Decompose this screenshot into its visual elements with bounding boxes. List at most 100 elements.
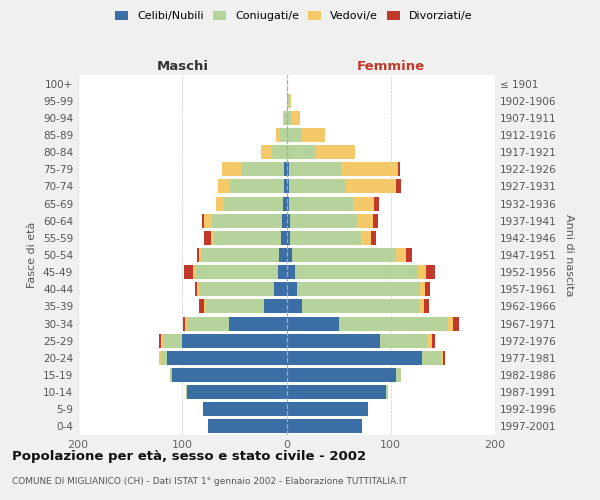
Bar [302,300,419,314]
Bar [224,196,283,210]
Bar [287,420,362,434]
Bar [341,162,398,176]
Bar [206,300,263,314]
Bar [161,334,163,347]
Bar [203,402,287,416]
Text: Popolazione per età, sesso e stato civile - 2002: Popolazione per età, sesso e stato civil… [12,450,366,463]
Bar [208,420,287,434]
Bar [289,94,290,108]
Bar [199,282,274,296]
Bar [289,162,341,176]
Bar [170,368,172,382]
Bar [443,351,445,365]
Text: Maschi: Maschi [156,60,208,74]
Bar [287,180,289,194]
Bar [160,334,161,347]
Bar [371,231,376,245]
Bar [204,300,206,314]
Bar [215,196,224,210]
Bar [441,351,443,365]
Bar [172,368,287,382]
Bar [287,145,316,159]
Bar [272,145,287,159]
Text: Femmine: Femmine [356,60,425,74]
Bar [373,214,378,228]
Bar [419,300,424,314]
Y-axis label: Anni di nascita: Anni di nascita [563,214,574,296]
Bar [292,111,300,125]
Bar [289,180,346,194]
Bar [287,111,292,125]
Bar [287,368,396,382]
Bar [287,214,290,228]
Bar [289,196,353,210]
Bar [283,214,287,228]
Bar [287,351,422,365]
Bar [287,282,297,296]
Bar [214,231,281,245]
Bar [197,282,199,296]
Bar [185,316,187,330]
Bar [290,214,358,228]
Bar [229,316,287,330]
Bar [287,231,290,245]
Bar [195,282,197,296]
Bar [427,334,433,347]
Bar [424,300,430,314]
Bar [276,128,280,142]
Bar [287,196,289,210]
Bar [287,248,292,262]
Bar [295,265,418,279]
Bar [454,316,458,330]
Bar [448,316,454,330]
Bar [338,316,448,330]
Bar [283,111,284,125]
Bar [418,265,426,279]
Bar [386,385,388,399]
Bar [358,214,373,228]
Bar [204,214,212,228]
Bar [287,385,386,399]
Bar [187,385,287,399]
Bar [211,231,214,245]
Bar [287,265,295,279]
Bar [195,265,278,279]
Bar [161,351,167,365]
Bar [287,128,302,142]
Bar [287,300,302,314]
Bar [290,231,361,245]
Bar [396,248,406,262]
Bar [280,128,287,142]
Bar [281,231,287,245]
Bar [212,214,283,228]
Bar [193,265,195,279]
Bar [297,282,420,296]
Bar [218,180,230,194]
Bar [287,316,338,330]
Bar [287,94,289,108]
Bar [433,334,434,347]
Bar [398,162,400,176]
Bar [187,316,229,330]
Bar [262,145,272,159]
Bar [163,334,182,347]
Bar [292,248,396,262]
Bar [425,282,430,296]
Bar [197,248,199,262]
Bar [284,162,287,176]
Bar [182,334,287,347]
Bar [199,248,201,262]
Bar [284,111,287,125]
Bar [263,300,287,314]
Bar [287,162,289,176]
Bar [426,265,434,279]
Bar [361,231,371,245]
Bar [346,180,396,194]
Bar [284,180,287,194]
Bar [199,300,204,314]
Bar [202,214,204,228]
Bar [204,231,211,245]
Text: COMUNE DI MIGLIANICO (CH) - Dati ISTAT 1° gennaio 2002 - Elaborazione TUTTITALIA: COMUNE DI MIGLIANICO (CH) - Dati ISTAT 1… [12,478,407,486]
Bar [183,316,185,330]
Bar [167,351,287,365]
